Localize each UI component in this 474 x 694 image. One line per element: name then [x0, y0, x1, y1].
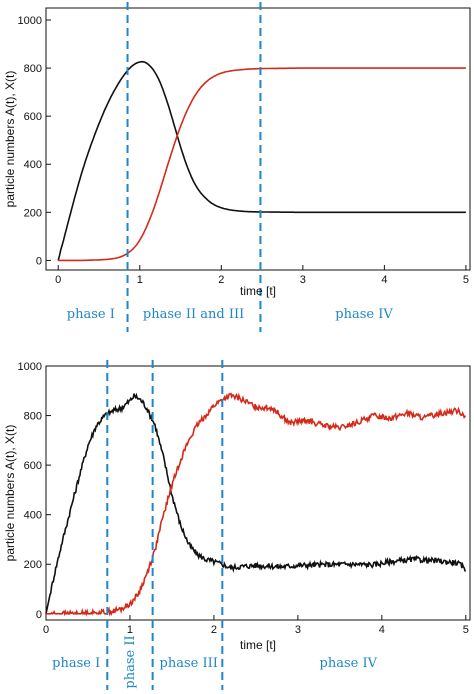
x-tick-label: 2 [211, 624, 217, 636]
x-tick-label: 2 [218, 274, 224, 286]
y-tick-label: 800 [24, 63, 42, 75]
top-series-group [57, 60, 466, 262]
series-line-red [46, 392, 466, 617]
x-tick-label: 1 [137, 274, 143, 286]
y-tick-label: 400 [24, 510, 42, 522]
x-tick-label: 4 [381, 274, 387, 286]
phase-label: phase II [123, 635, 138, 688]
bottom-series-group [45, 392, 466, 617]
x-tick-label: 4 [379, 624, 385, 636]
bottom-xlabel: time [t] [240, 638, 276, 652]
x-tick-label: 0 [55, 274, 61, 286]
y-tick-label: 200 [24, 207, 42, 219]
series-line-black [57, 60, 466, 261]
top-xlabel: time [t] [240, 284, 276, 298]
y-tick-label: 0 [36, 255, 42, 267]
y-tick-label: 1000 [18, 15, 42, 27]
top-plot-frame [45, 7, 471, 271]
bottom-plot-frame [45, 365, 471, 621]
top-axis-ticks: 0 1 2 3 4 5 0 200 400 600 800 1000 [18, 15, 469, 286]
y-tick-label: 0 [36, 609, 42, 621]
y-tick-label: 1000 [18, 361, 42, 373]
series-line-black [45, 392, 466, 614]
phase-label: phase I [67, 307, 115, 322]
phase-label: phase IV [320, 656, 378, 671]
x-tick-label: 5 [463, 624, 469, 636]
y-tick-label: 200 [24, 559, 42, 571]
x-tick-label: 3 [300, 274, 306, 286]
x-tick-label: 0 [43, 624, 49, 636]
top-phase-group: phase I phase II and III phase IV [67, 2, 393, 332]
phase-label: phase II and III [143, 307, 244, 322]
bottom-ylabel: particle numbers A(t), X(t) [3, 425, 17, 562]
y-tick-label: 600 [24, 111, 42, 123]
phase-label: phase III [160, 656, 218, 671]
series-line-red [58, 67, 466, 262]
bottom-phase-group: phase I phase II phase III phase IV [52, 360, 378, 690]
x-tick-label: 1 [127, 624, 133, 636]
y-tick-label: 600 [24, 460, 42, 472]
x-tick-label: 5 [463, 274, 469, 286]
top-ylabel: particle numbers A(t), X(t) [3, 71, 17, 208]
x-tick-label: 3 [295, 624, 301, 636]
bottom-axis-ticks: 0 1 2 3 4 5 0 200 400 600 800 1000 [18, 361, 469, 636]
y-tick-label: 400 [24, 159, 42, 171]
top-chart: 0 1 2 3 4 5 0 200 400 600 800 1000 phase I phase II … [3, 2, 471, 332]
phase-label: phase IV [335, 307, 393, 322]
y-tick-label: 800 [24, 411, 42, 423]
phase-label: phase I [52, 656, 100, 671]
